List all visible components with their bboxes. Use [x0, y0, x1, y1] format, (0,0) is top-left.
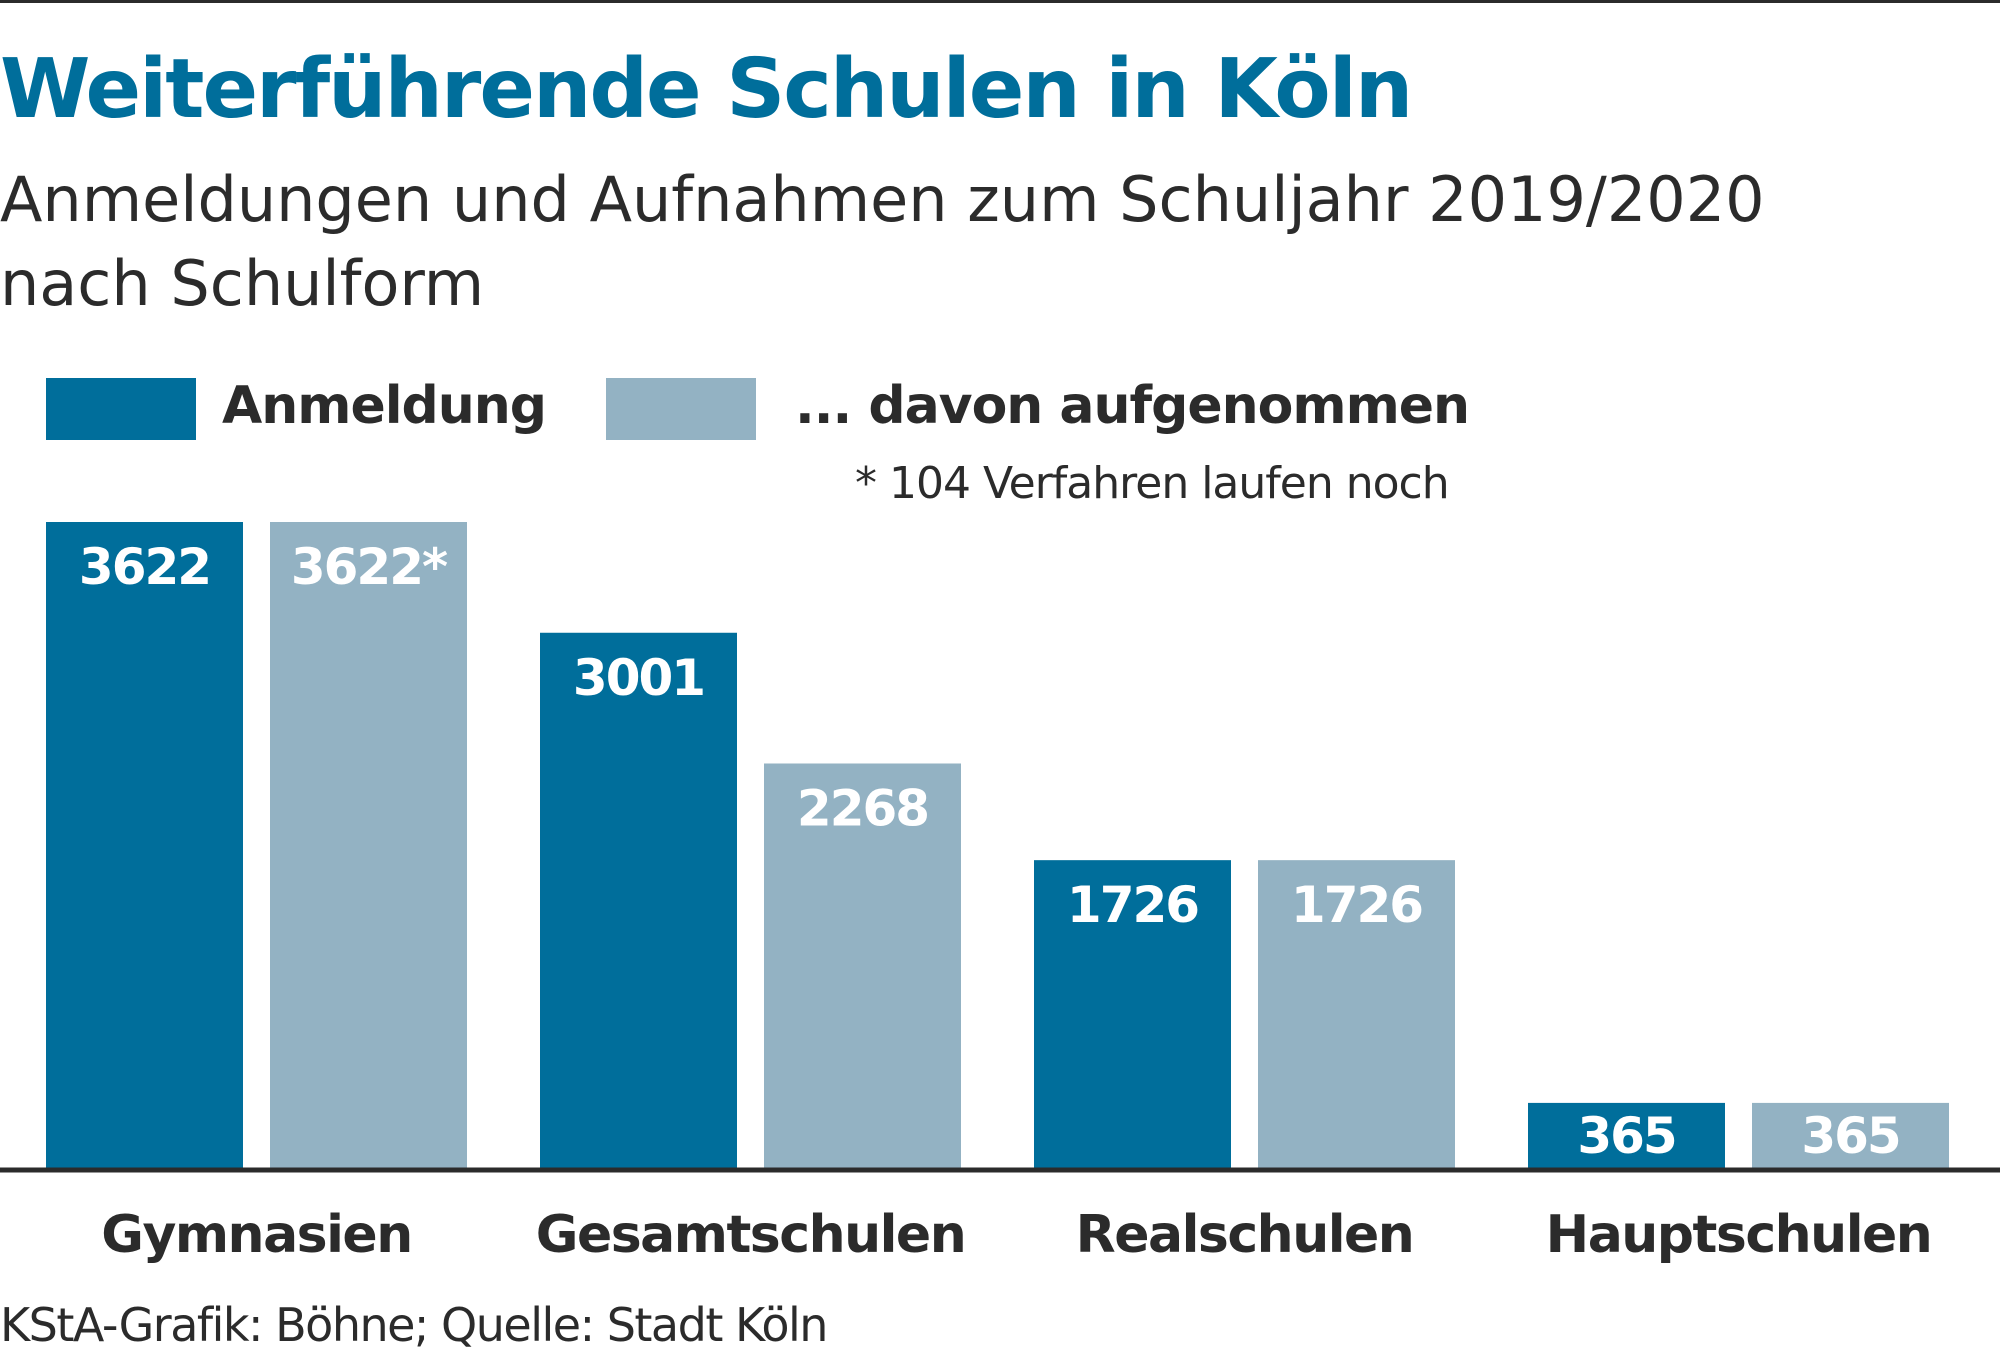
legend-swatch-anmeldung	[46, 378, 196, 440]
data-label-gesamtschulen-anmeldung: 3001	[573, 649, 704, 707]
bar-realschulen-aufgenommen	[1258, 860, 1455, 1168]
category-label-hauptschulen: Hauptschulen	[1546, 1205, 1932, 1265]
data-label-realschulen-aufgenommen: 1726	[1291, 876, 1422, 934]
bar-gesamtschulen-anmeldung	[540, 632, 737, 1168]
data-label-gymnasien-anmeldung: 3622	[79, 538, 210, 596]
footnote: * 104 Verfahren laufen noch	[855, 458, 1450, 509]
bar-gymnasien-anmeldung	[46, 522, 243, 1168]
legend-swatch-aufgenommen	[606, 378, 756, 440]
legend-label-aufgenommen: ... davon aufgenommen	[795, 376, 1470, 436]
data-label-hauptschulen-aufgenommen: 365	[1801, 1107, 1899, 1165]
bar-hauptschulen-aufgenommen	[1752, 1102, 1949, 1168]
data-label-gesamtschulen-aufgenommen: 2268	[797, 779, 928, 837]
data-label-realschulen-anmeldung: 1726	[1067, 876, 1198, 934]
data-label-gymnasien-aufgenommen: 3622*	[291, 538, 448, 596]
top-rule	[0, 0, 2000, 3]
subtitle-line-2: nach Schulform	[0, 247, 485, 320]
chart-subtitle: Anmeldungen und Aufnahmen zum Schuljahr …	[0, 158, 1800, 326]
source-credit: KStA-Grafik: Böhne; Quelle: Stadt Köln	[0, 1298, 828, 1352]
bar-gymnasien-aufgenommen	[270, 522, 467, 1168]
chart-title: Weiterführende Schulen in Köln	[0, 42, 1413, 137]
category-label-realschulen: Realschulen	[1076, 1205, 1414, 1265]
subtitle-line-1: Anmeldungen und Aufnahmen zum Schuljahr …	[0, 163, 1765, 236]
bar-realschulen-anmeldung	[1034, 860, 1231, 1168]
data-label-hauptschulen-anmeldung: 365	[1577, 1107, 1675, 1165]
legend-label-anmeldung: Anmeldung	[222, 376, 547, 436]
bar-hauptschulen-anmeldung	[1528, 1102, 1725, 1168]
category-label-gymnasien: Gymnasien	[101, 1205, 411, 1265]
category-label-gesamtschulen: Gesamtschulen	[536, 1205, 965, 1265]
bar-gesamtschulen-aufgenommen	[764, 763, 961, 1168]
